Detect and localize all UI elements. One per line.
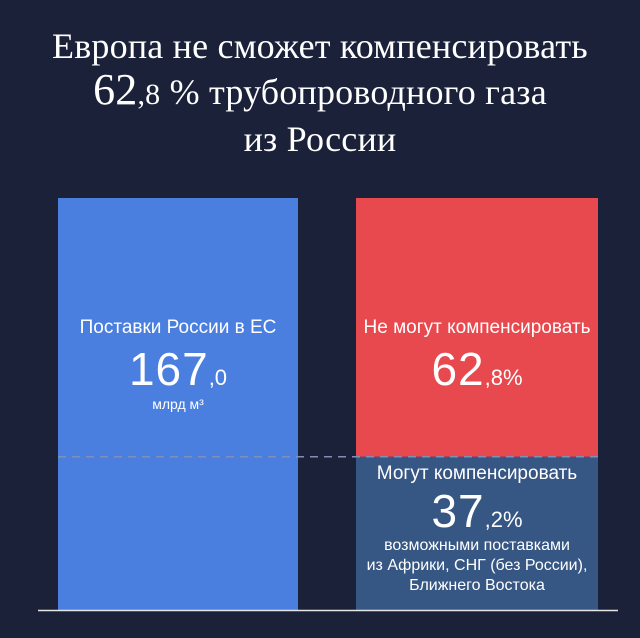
chart-title: Европа не сможет компенсировать 62,8 % т… xyxy=(0,24,640,161)
supply-value: 167,0 xyxy=(58,344,298,394)
can-label: Могут компенсировать xyxy=(376,463,578,484)
cannot-value: 62,8% xyxy=(356,344,598,394)
title-percent-frac: ,8 xyxy=(137,78,161,111)
bar-segment-cannot xyxy=(356,198,598,457)
can-note-line-2: из Африки, СНГ (без России), xyxy=(366,557,588,574)
cannot-label-group: Не могут компенсировать 62,8% xyxy=(356,316,598,394)
title-line-2-rest: % трубопроводного газа xyxy=(160,72,547,112)
title-line-3: из России xyxy=(243,119,397,159)
cannot-label: Не могут компенсировать xyxy=(363,317,591,338)
bar-segment-can xyxy=(356,456,598,610)
can-value-frac: ,2% xyxy=(484,507,523,532)
cannot-value-frac: ,8% xyxy=(484,365,523,390)
can-value-int: 37 xyxy=(431,485,485,537)
can-note-line-3: Ближнего Востока xyxy=(409,577,545,594)
title-line-1: Европа не сможет компенсировать xyxy=(52,26,588,66)
title-line-2: 62,8 % трубопроводного газа xyxy=(0,68,640,117)
bar-supply xyxy=(58,198,298,610)
can-value: 37,2% xyxy=(356,486,598,536)
cannot-value-int: 62 xyxy=(431,343,485,395)
supply-label: Поставки России в ЕС xyxy=(79,317,277,338)
supply-unit: млрд м³ xyxy=(152,396,204,412)
can-note-line-1: возможными поставками xyxy=(384,537,570,554)
supply-value-frac: ,0 xyxy=(208,365,228,390)
supply-value-int: 167 xyxy=(128,343,209,395)
title-percent-int: 62 xyxy=(93,65,138,114)
can-label-group: Могут компенсировать 37,2% возможными по… xyxy=(356,462,598,596)
supply-label-group: Поставки России в ЕС 167,0 млрд м³ xyxy=(58,316,298,412)
